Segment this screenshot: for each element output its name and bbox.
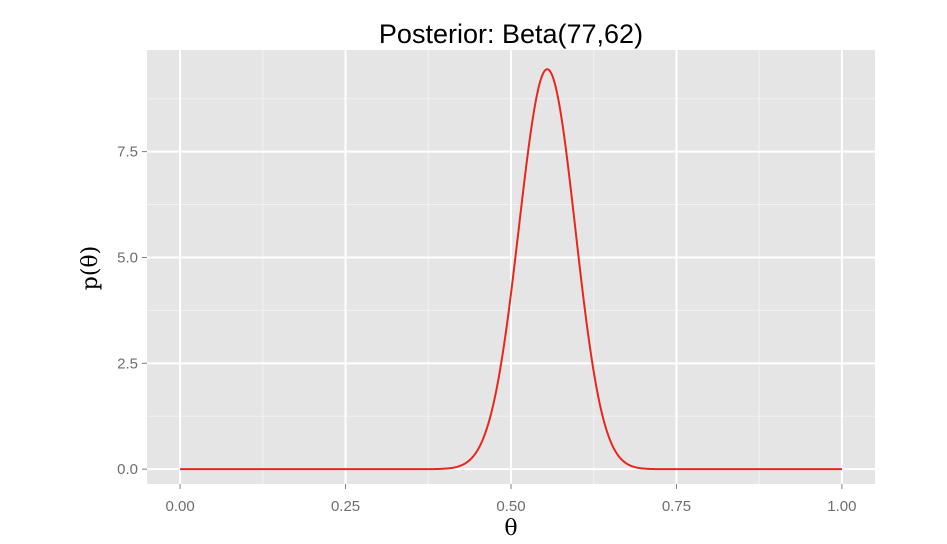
x-axis-label: θ (504, 516, 517, 541)
y-axis: 0.0 2.5 5.0 7.5 (117, 144, 147, 478)
x-tick-label: 0.25 (331, 498, 360, 515)
x-tick-label: 0.00 (165, 498, 194, 515)
x-axis: 0.00 0.25 0.50 0.75 1.00 (165, 484, 857, 515)
y-tick-label: 2.5 (117, 355, 138, 372)
y-tick-label: 0.0 (117, 461, 138, 478)
series-layer (179, 68, 843, 471)
x-tick-label: 0.75 (662, 498, 691, 515)
y-tick-label: 7.5 (117, 144, 138, 161)
x-tick-label: 0.50 (496, 498, 525, 515)
y-axis-label: p(θ) (78, 246, 103, 291)
chart-title: Posterior: Beta(77,62) (379, 19, 643, 49)
y-tick-label: 5.0 (117, 249, 138, 266)
x-tick-label: 1.00 (827, 498, 856, 515)
density-line (179, 68, 843, 471)
